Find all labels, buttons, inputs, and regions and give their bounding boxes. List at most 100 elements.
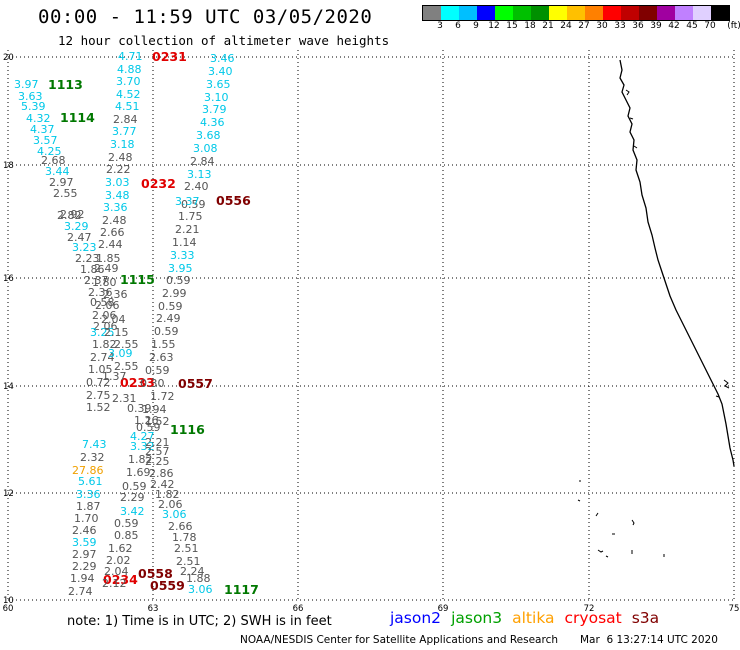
legend-swatch — [639, 6, 657, 20]
wave-height-value: 3.97 — [14, 78, 39, 91]
pass-label: 0234 — [103, 572, 138, 587]
wave-height-value: 3.77 — [112, 125, 137, 138]
legend-label: 9 — [473, 21, 479, 31]
legend-swatch — [657, 6, 675, 20]
y-tick-label: 12 — [3, 489, 14, 499]
wave-height-value: 3.18 — [110, 138, 135, 151]
legend-label: 18 — [524, 21, 536, 31]
wave-height-value: 2.75 — [86, 389, 111, 402]
x-tick-label: 66 — [293, 604, 304, 614]
wave-height-value: 2.49 — [156, 312, 181, 325]
legend-label: 27 — [578, 21, 590, 31]
wave-height-value: 1.85 — [96, 252, 121, 265]
wave-height-value: 0.39 — [127, 402, 152, 415]
page-title: 00:00 - 11:59 UTC 03/05/2020 — [38, 6, 373, 28]
wave-height-value: 0.59 — [166, 274, 191, 287]
wave-height-value: 2.29 — [120, 491, 145, 504]
y-tick-label: 16 — [3, 274, 14, 284]
wave-height-value: 2.66 — [168, 520, 193, 533]
wave-height-value: 2.55 — [53, 187, 78, 200]
wave-height-value: 3.57 — [33, 134, 58, 147]
wave-height-value: 1.52 — [145, 415, 170, 428]
wave-height-value: 0.59 — [154, 325, 179, 338]
pass-labels: 0231 1113 1114 0232 0556 1115 0233 0557 1116 0558… — [48, 49, 259, 597]
wave-height-value: 2.06 — [92, 309, 117, 322]
legend-swatch — [495, 6, 513, 20]
wave-height-value: 2.40 — [184, 180, 209, 193]
wave-height-value: 2.25 — [145, 455, 170, 468]
satellite-legend-entry: cryosat — [564, 609, 622, 627]
wave-height-value: 0.85 — [114, 529, 139, 542]
legend-label: 70 — [704, 21, 716, 31]
wave-height-value: 1.82 — [128, 453, 153, 466]
wave-height-value: 2.04 — [104, 565, 129, 578]
legend-label: 30 — [596, 21, 608, 31]
wave-height-value: 3.13 — [187, 168, 212, 181]
wave-height-value: 4.25 — [37, 145, 62, 158]
pass-label: 0559 — [150, 578, 185, 593]
wave-height-value: 3.36 — [103, 201, 128, 214]
legend-swatch — [603, 6, 621, 20]
wave-height-value: 3.08 — [193, 142, 218, 155]
y-tick-label: 18 — [3, 161, 14, 171]
pass-label: 1117 — [224, 582, 259, 597]
wave-height-value: 1.87 — [76, 500, 101, 513]
wave-height-value: 2.74 — [68, 585, 93, 598]
x-tick-label: 69 — [438, 604, 449, 614]
wave-height-value: 2.15 — [104, 326, 129, 339]
wave-height-value: 3.23 — [72, 241, 97, 254]
y-tick-label: 14 — [3, 382, 14, 392]
satellite-legend-entry: jason2 — [390, 609, 442, 627]
generation-timestamp: Mar 6 13:27:14 UTC 2020 — [580, 634, 718, 646]
wave-height-value: 3.36 — [76, 488, 101, 501]
wave-height-value: 2.63 — [149, 351, 174, 364]
wave-height-value: 3.33 — [170, 249, 195, 262]
pass-label: 0557 — [178, 376, 213, 391]
x-tick-label: 60 — [3, 604, 14, 614]
pass-label: 0232 — [141, 176, 176, 191]
wave-height-value: 2.04 — [101, 313, 126, 326]
pass-label: 1115 — [120, 272, 155, 287]
wave-height-value: 3.42 — [120, 505, 145, 518]
y-tick-label: 10 — [3, 596, 14, 606]
wave-height-value: 4.51 — [115, 100, 140, 113]
wave-height-value: 3.59 — [72, 536, 97, 549]
coastal-islands — [577, 89, 730, 558]
wave-height-value: 4.27 — [130, 430, 155, 443]
wave-height-value: 4.32 — [26, 112, 51, 125]
wave-height-value: 3.65 — [206, 78, 231, 91]
pass-label: 0556 — [216, 193, 251, 208]
page-subtitle: 12 hour collection of altimeter wave hei… — [58, 33, 390, 48]
wave-height-value: 4.37 — [30, 123, 55, 136]
pass-label: 0231 — [152, 49, 187, 64]
legend-label: 15 — [506, 21, 518, 31]
wave-height-value: 2.06 — [95, 299, 120, 312]
wave-height-value: 3.70 — [116, 75, 141, 88]
satellite-legend: jason2 jason3 altika cryosat s3a — [390, 609, 669, 627]
wave-height-value: 3.37 — [175, 195, 200, 208]
wave-height-value: 2.86 — [149, 467, 174, 480]
legend-swatch — [621, 6, 639, 20]
color-legend-labels: 3 6 9 12 15 18 21 24 27 30 33 36 39 42 45 70 (ft) — [422, 21, 740, 35]
wave-height-value: 1.82 — [155, 488, 180, 501]
wave-height-value: 5.39 — [21, 100, 46, 113]
wave-height-value: 1.37 — [102, 370, 127, 383]
wave-height-value: 3.25 — [90, 326, 115, 339]
legend-swatch — [585, 6, 603, 20]
pass-label: 0558 — [138, 566, 173, 581]
wave-height-value: 3.32 — [130, 440, 155, 453]
legend-swatch — [675, 6, 693, 20]
credit-line: NOAA/NESDIS Center for Satellite Applica… — [240, 634, 558, 646]
pass-label: 1113 — [48, 77, 83, 92]
footer-note: note: 1) Time is in UTC; 2) SWH is in fe… — [67, 614, 332, 629]
legend-swatch — [423, 6, 441, 20]
wave-height-value: 2.57 — [145, 445, 170, 458]
wave-height-value: 2.46 — [72, 524, 97, 537]
wave-height-value: 4.36 — [200, 116, 225, 129]
wave-height-value: 2.44 — [98, 238, 123, 251]
grid-lines — [7, 50, 735, 601]
wave-height-value: 0.59 — [158, 300, 183, 313]
wave-height-value: 2.74 — [90, 351, 115, 364]
wave-height-value: 1.72 — [150, 390, 175, 403]
wave-height-value: 0.59 — [181, 198, 206, 211]
